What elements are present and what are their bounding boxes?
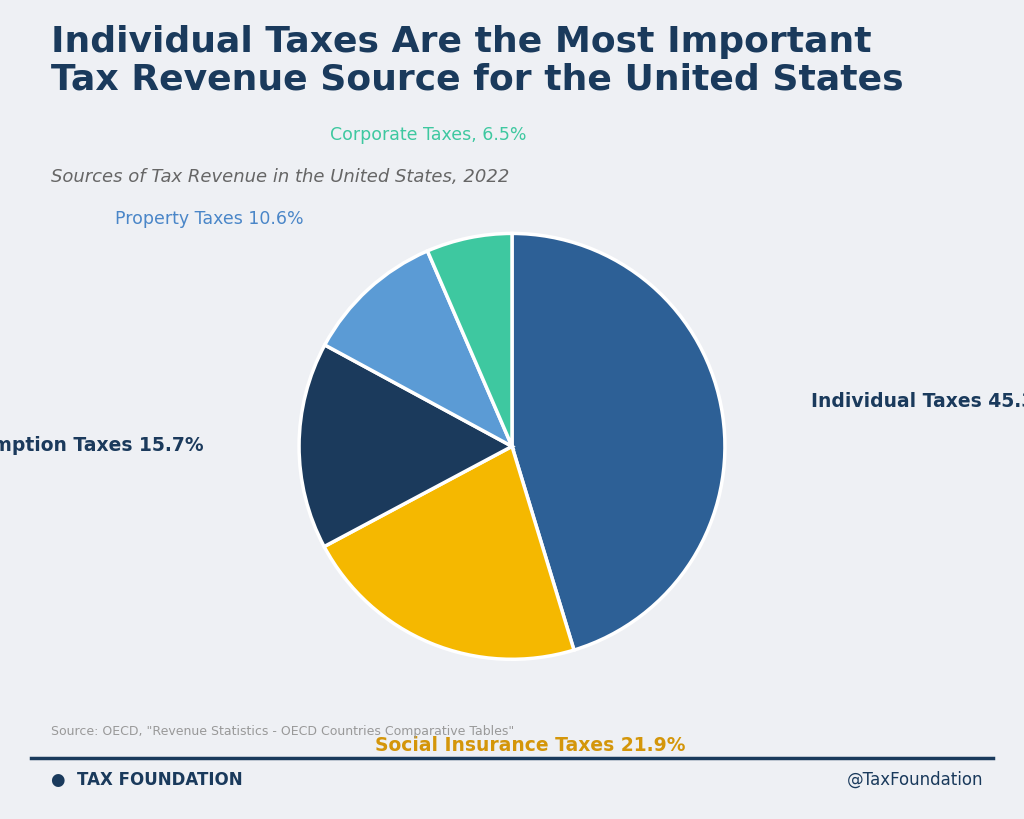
Text: Corporate Taxes, 6.5%: Corporate Taxes, 6.5%: [330, 126, 526, 144]
Text: Source: OECD, "Revenue Statistics - OECD Countries Comparative Tables": Source: OECD, "Revenue Statistics - OECD…: [51, 725, 514, 738]
Text: Individual Taxes 45.3%: Individual Taxes 45.3%: [811, 392, 1024, 411]
Text: Social Insurance Taxes 21.9%: Social Insurance Taxes 21.9%: [375, 736, 685, 755]
Text: Sources of Tax Revenue in the United States, 2022: Sources of Tax Revenue in the United Sta…: [51, 168, 510, 186]
Wedge shape: [325, 251, 512, 446]
Text: Property Taxes 10.6%: Property Taxes 10.6%: [115, 210, 303, 228]
Text: Consumption Taxes 15.7%: Consumption Taxes 15.7%: [0, 436, 203, 455]
Wedge shape: [299, 345, 512, 546]
Text: @TaxFoundation: @TaxFoundation: [847, 771, 983, 789]
Wedge shape: [427, 233, 512, 446]
Wedge shape: [512, 233, 725, 650]
Text: Individual Taxes Are the Most Important
Tax Revenue Source for the United States: Individual Taxes Are the Most Important …: [51, 25, 904, 97]
Text: ●  TAX FOUNDATION: ● TAX FOUNDATION: [51, 771, 243, 789]
Wedge shape: [325, 446, 574, 659]
